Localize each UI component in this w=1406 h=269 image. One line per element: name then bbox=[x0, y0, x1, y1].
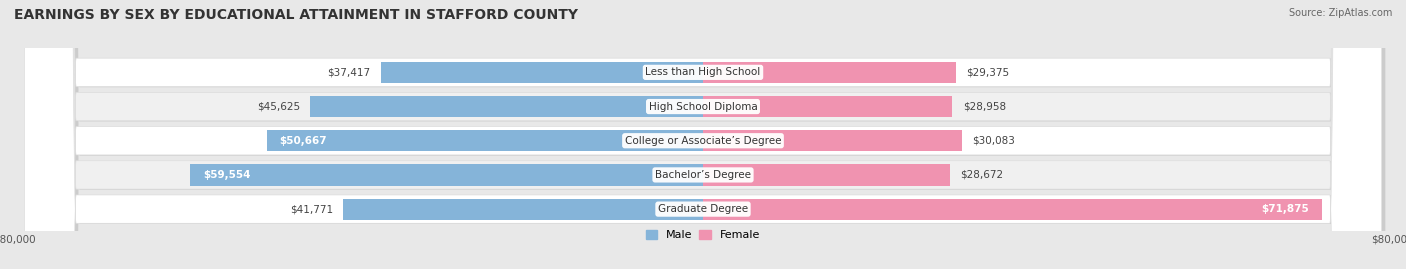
Text: $45,625: $45,625 bbox=[257, 101, 299, 112]
Text: Bachelor’s Degree: Bachelor’s Degree bbox=[655, 170, 751, 180]
Bar bbox=[311, 96, 703, 117]
Text: High School Diploma: High School Diploma bbox=[648, 101, 758, 112]
FancyBboxPatch shape bbox=[24, 0, 1382, 269]
Text: College or Associate’s Degree: College or Associate’s Degree bbox=[624, 136, 782, 146]
Bar bbox=[267, 130, 703, 151]
Text: EARNINGS BY SEX BY EDUCATIONAL ATTAINMENT IN STAFFORD COUNTY: EARNINGS BY SEX BY EDUCATIONAL ATTAINMEN… bbox=[14, 8, 578, 22]
Text: $50,667: $50,667 bbox=[280, 136, 328, 146]
FancyBboxPatch shape bbox=[28, 0, 1385, 269]
FancyBboxPatch shape bbox=[28, 0, 1385, 269]
Text: Less than High School: Less than High School bbox=[645, 67, 761, 77]
Text: $59,554: $59,554 bbox=[202, 170, 250, 180]
FancyBboxPatch shape bbox=[28, 0, 1385, 269]
Text: $37,417: $37,417 bbox=[328, 67, 370, 77]
Bar bbox=[703, 199, 1322, 220]
Text: $71,875: $71,875 bbox=[1261, 204, 1309, 214]
Legend: Male, Female: Male, Female bbox=[647, 230, 759, 240]
FancyBboxPatch shape bbox=[24, 0, 1382, 269]
Text: Source: ZipAtlas.com: Source: ZipAtlas.com bbox=[1288, 8, 1392, 18]
Bar bbox=[343, 199, 703, 220]
Bar bbox=[381, 62, 703, 83]
Text: $41,771: $41,771 bbox=[290, 204, 333, 214]
Text: $28,958: $28,958 bbox=[963, 101, 1005, 112]
FancyBboxPatch shape bbox=[24, 0, 1382, 269]
Text: $30,083: $30,083 bbox=[973, 136, 1015, 146]
Bar bbox=[703, 96, 952, 117]
FancyBboxPatch shape bbox=[24, 0, 1382, 269]
FancyBboxPatch shape bbox=[24, 0, 1382, 269]
Bar bbox=[703, 62, 956, 83]
Bar bbox=[703, 130, 962, 151]
Text: Graduate Degree: Graduate Degree bbox=[658, 204, 748, 214]
Bar bbox=[190, 164, 703, 186]
FancyBboxPatch shape bbox=[28, 0, 1385, 269]
Text: $28,672: $28,672 bbox=[960, 170, 1004, 180]
FancyBboxPatch shape bbox=[28, 0, 1385, 269]
Bar bbox=[703, 164, 950, 186]
Text: $29,375: $29,375 bbox=[966, 67, 1010, 77]
